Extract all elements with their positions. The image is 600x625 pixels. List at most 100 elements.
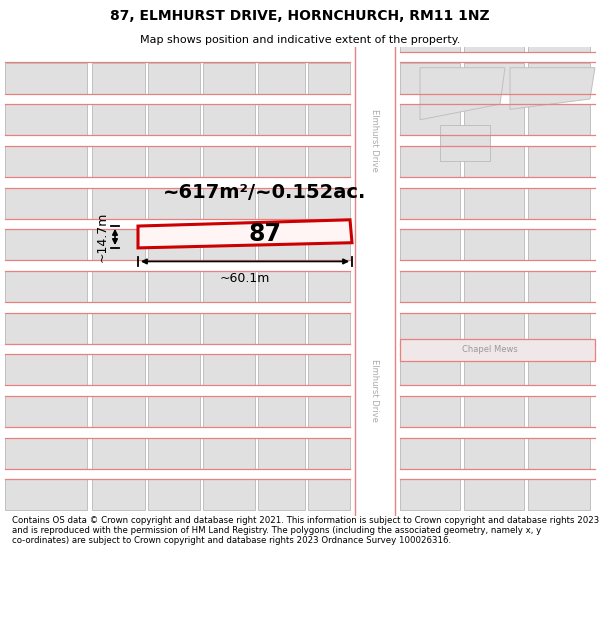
Bar bbox=[92, 104, 145, 136]
Bar bbox=[308, 438, 350, 469]
Bar bbox=[203, 146, 255, 177]
Text: Map shows position and indicative extent of the property.: Map shows position and indicative extent… bbox=[140, 35, 460, 45]
Bar bbox=[308, 312, 350, 344]
Bar bbox=[528, 354, 590, 386]
Bar bbox=[528, 104, 590, 136]
Bar bbox=[464, 229, 524, 261]
Text: ~14.7m: ~14.7m bbox=[96, 212, 109, 262]
Bar bbox=[203, 479, 255, 511]
Bar bbox=[258, 479, 305, 511]
Polygon shape bbox=[355, 47, 395, 516]
Bar bbox=[464, 396, 524, 427]
Bar bbox=[92, 229, 145, 261]
Bar bbox=[258, 438, 305, 469]
Bar bbox=[5, 438, 87, 469]
Bar bbox=[400, 104, 460, 136]
Bar bbox=[5, 146, 87, 177]
Bar bbox=[5, 479, 87, 511]
Bar bbox=[148, 438, 200, 469]
Bar bbox=[203, 104, 255, 136]
Bar bbox=[5, 229, 87, 261]
Bar bbox=[528, 146, 590, 177]
Polygon shape bbox=[138, 220, 352, 248]
Bar bbox=[528, 21, 590, 52]
Bar bbox=[464, 21, 524, 52]
Bar bbox=[258, 312, 305, 344]
Bar bbox=[308, 62, 350, 94]
Bar bbox=[308, 479, 350, 511]
Bar bbox=[400, 354, 460, 386]
Bar bbox=[203, 62, 255, 94]
Bar bbox=[308, 104, 350, 136]
Bar bbox=[308, 229, 350, 261]
Bar bbox=[5, 62, 87, 94]
Bar bbox=[5, 396, 87, 427]
Bar bbox=[308, 271, 350, 302]
Bar bbox=[148, 271, 200, 302]
Bar bbox=[528, 479, 590, 511]
Bar bbox=[92, 188, 145, 219]
Polygon shape bbox=[420, 68, 505, 120]
Bar bbox=[400, 479, 460, 511]
Bar bbox=[203, 396, 255, 427]
Bar bbox=[308, 188, 350, 219]
Bar bbox=[464, 188, 524, 219]
Bar bbox=[203, 271, 255, 302]
Bar bbox=[148, 354, 200, 386]
Bar bbox=[464, 354, 524, 386]
Bar bbox=[5, 104, 87, 136]
Bar bbox=[258, 104, 305, 136]
Bar bbox=[203, 188, 255, 219]
Bar bbox=[92, 62, 145, 94]
Bar bbox=[464, 271, 524, 302]
Bar bbox=[400, 438, 460, 469]
Text: Contains OS data © Crown copyright and database right 2021. This information is : Contains OS data © Crown copyright and d… bbox=[12, 516, 599, 546]
Bar bbox=[528, 229, 590, 261]
Bar bbox=[92, 354, 145, 386]
Text: ~617m²/~0.152ac.: ~617m²/~0.152ac. bbox=[163, 183, 367, 203]
Bar bbox=[203, 312, 255, 344]
Bar bbox=[400, 312, 460, 344]
Bar bbox=[148, 229, 200, 261]
Bar bbox=[258, 354, 305, 386]
Bar bbox=[464, 104, 524, 136]
Polygon shape bbox=[510, 68, 595, 109]
Bar bbox=[400, 188, 460, 219]
Bar bbox=[400, 62, 460, 94]
Bar bbox=[400, 271, 460, 302]
Bar bbox=[308, 146, 350, 177]
Bar bbox=[5, 354, 87, 386]
Bar bbox=[258, 396, 305, 427]
Bar bbox=[400, 146, 460, 177]
Bar bbox=[258, 146, 305, 177]
Bar bbox=[258, 188, 305, 219]
Bar bbox=[258, 229, 305, 261]
Bar bbox=[92, 146, 145, 177]
Bar bbox=[528, 438, 590, 469]
Bar bbox=[464, 438, 524, 469]
Bar bbox=[440, 125, 490, 161]
Text: Elmhurst Drive: Elmhurst Drive bbox=[371, 359, 380, 422]
Bar bbox=[464, 479, 524, 511]
Bar bbox=[203, 354, 255, 386]
Text: ~60.1m: ~60.1m bbox=[220, 272, 270, 285]
Bar bbox=[5, 271, 87, 302]
Bar bbox=[92, 396, 145, 427]
Text: 87: 87 bbox=[248, 222, 281, 246]
Bar bbox=[528, 312, 590, 344]
Bar bbox=[528, 271, 590, 302]
Bar bbox=[528, 396, 590, 427]
Text: 87, ELMHURST DRIVE, HORNCHURCH, RM11 1NZ: 87, ELMHURST DRIVE, HORNCHURCH, RM11 1NZ bbox=[110, 9, 490, 23]
Bar bbox=[203, 229, 255, 261]
Bar bbox=[148, 62, 200, 94]
Bar bbox=[464, 312, 524, 344]
Bar bbox=[148, 104, 200, 136]
Bar bbox=[400, 339, 595, 361]
Bar bbox=[148, 312, 200, 344]
Text: Chapel Mews: Chapel Mews bbox=[462, 346, 518, 354]
Bar bbox=[92, 271, 145, 302]
Bar bbox=[400, 229, 460, 261]
Bar bbox=[92, 438, 145, 469]
Bar bbox=[528, 188, 590, 219]
Bar bbox=[308, 354, 350, 386]
